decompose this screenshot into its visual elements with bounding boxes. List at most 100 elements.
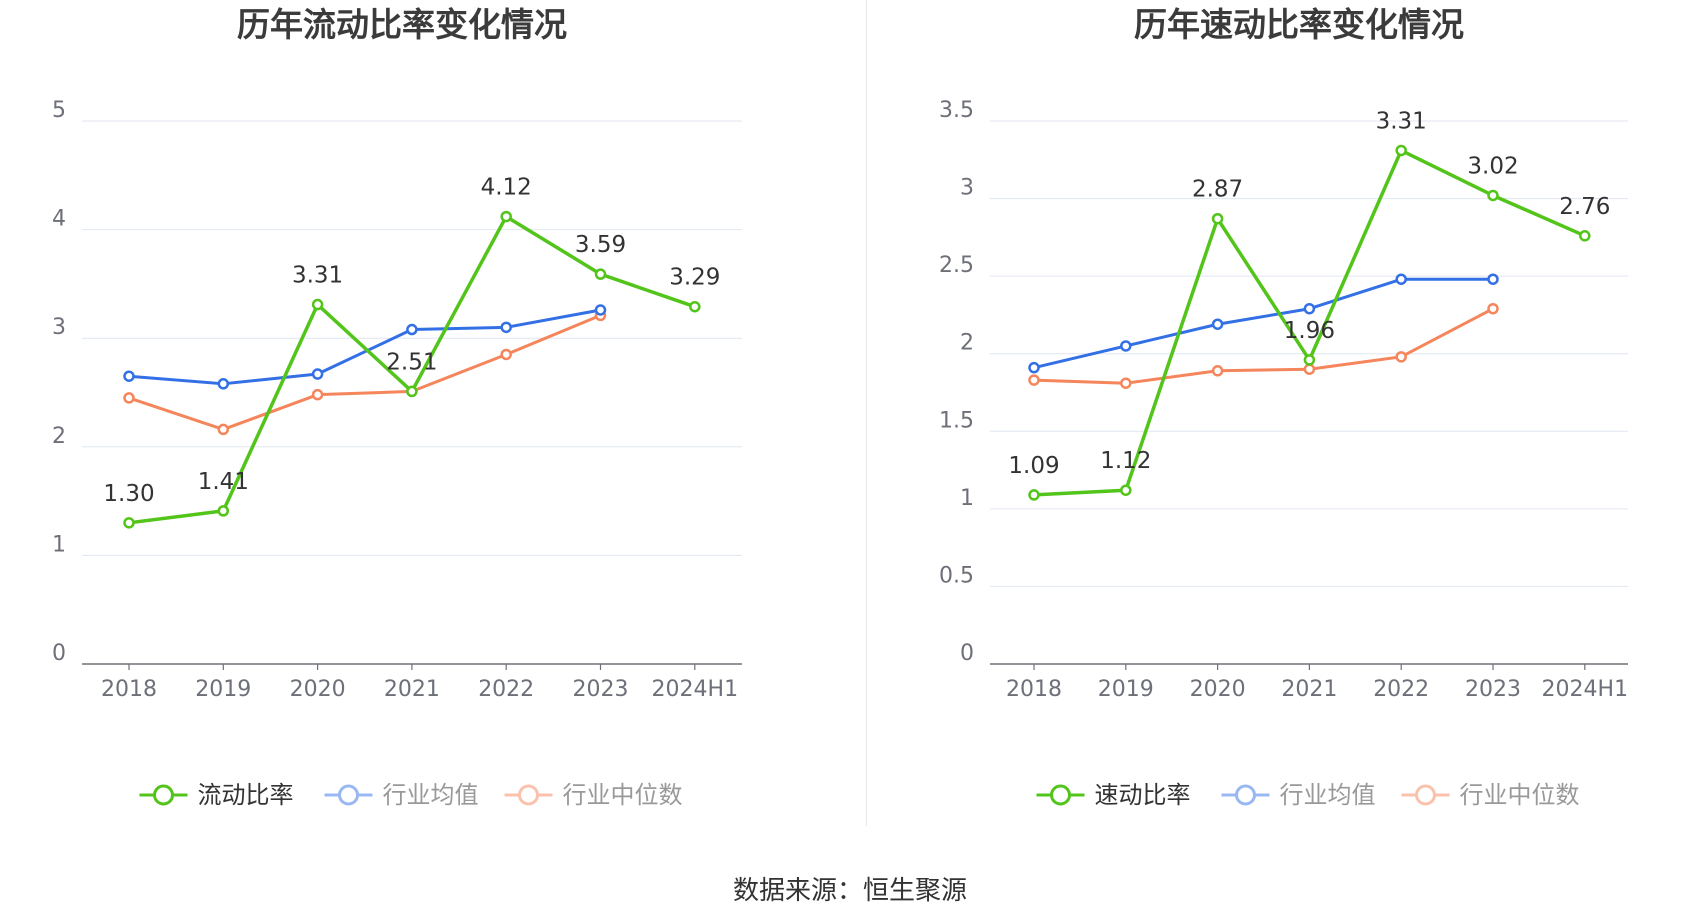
data-point	[1579, 230, 1591, 242]
data-label: 1.41	[198, 469, 249, 495]
data-point	[1303, 302, 1316, 315]
data-point	[1028, 489, 1040, 501]
legend-marker-icon	[153, 784, 174, 806]
data-point	[594, 304, 607, 316]
y-tick-label: 0.5	[939, 563, 974, 588]
data-label: 1.09	[1008, 453, 1059, 479]
legend-item-avg: 行业均值	[324, 781, 479, 809]
x-tick-label: 2021	[1281, 677, 1337, 702]
y-tick-label: 1.5	[939, 408, 974, 433]
data-point	[500, 210, 512, 223]
y-tick-label: 0	[52, 641, 66, 666]
data-label: 4.12	[481, 175, 532, 201]
data-label: 3.31	[1376, 108, 1427, 134]
y-tick-label: 3	[52, 315, 66, 340]
data-point	[311, 388, 324, 401]
data-point	[123, 517, 135, 529]
series-line-avg	[1033, 277, 1493, 370]
legend-marker-icon	[1050, 784, 1071, 806]
data-point	[1487, 273, 1499, 285]
y-tick-label: 5	[52, 98, 66, 123]
y-tick-label: 3	[960, 176, 974, 201]
data-point	[1395, 351, 1407, 363]
legend-marker-icon	[1235, 784, 1256, 806]
quick-ratio-chart-svg: 历年速动比率变化情况 0 0.5 1 1.5 2 2.5 3 3.5 2018 2019 2020 20…	[939, 5, 1629, 809]
data-label: 3.59	[575, 232, 626, 258]
data-label: 1.30	[103, 481, 154, 507]
series-line-median	[1033, 307, 1494, 385]
data-point	[1028, 361, 1040, 374]
y-tick-label: 1	[960, 486, 974, 511]
chart-current-ratio: 历年流动比率变化情况 0 1 2 3 4 5 2018 2019 2020 2021 2022 2023…	[0, 0, 850, 830]
data-point	[1120, 484, 1132, 496]
legend-marker-icon	[1415, 784, 1436, 806]
x-tick-label: 2022	[1373, 677, 1429, 702]
x-tick-label: 2019	[1098, 677, 1154, 702]
data-point	[1211, 212, 1224, 225]
data-point	[1120, 377, 1132, 389]
data-point	[689, 300, 701, 313]
x-tick-label: 2023	[573, 677, 629, 702]
data-point	[406, 385, 418, 398]
legend-label: 流动比率	[198, 781, 294, 809]
data-point	[1211, 365, 1224, 377]
x-tick-label: 2021	[384, 677, 440, 702]
data-point	[594, 268, 607, 280]
data-point	[217, 423, 230, 436]
legend-item-main: 流动比率	[139, 781, 294, 809]
y-tick-label: 2	[52, 424, 66, 449]
data-label: 2.87	[1192, 177, 1243, 203]
legend-item-avg: 行业均值	[1221, 781, 1376, 809]
y-tick-label: 1	[52, 532, 66, 557]
legend-label: 行业均值	[383, 781, 479, 809]
y-tick-label: 3.5	[939, 98, 974, 123]
legend-label: 速动比率	[1095, 781, 1191, 809]
data-label: 3.31	[292, 263, 343, 289]
data-point	[1303, 363, 1316, 375]
data-label: 2.76	[1559, 194, 1610, 220]
x-tick-label: 2018	[101, 677, 157, 702]
data-point	[1028, 374, 1040, 386]
chart-title: 历年速动比率变化情况	[1134, 5, 1464, 44]
x-tick-label: 2023	[1465, 677, 1521, 702]
x-tick-label: 2018	[1006, 677, 1062, 702]
data-point	[1487, 189, 1499, 202]
legend-label: 行业中位数	[563, 781, 683, 809]
legend-item-median: 行业中位数	[504, 781, 683, 809]
y-tick-label: 2.5	[939, 253, 974, 278]
legend-marker-icon	[338, 784, 359, 806]
y-tick-label: 4	[52, 207, 66, 232]
data-point	[1395, 273, 1407, 285]
data-point	[500, 321, 512, 334]
data-point	[1303, 354, 1316, 366]
data-point	[311, 368, 324, 380]
x-tick-label: 2024H1	[1542, 677, 1629, 702]
data-point	[217, 378, 230, 390]
data-label: 1.12	[1100, 448, 1151, 474]
current-ratio-chart-svg: 历年流动比率变化情况 0 1 2 3 4 5 2018 2019 2020 2021 2022 2023…	[52, 5, 742, 809]
data-label: 2.51	[386, 349, 437, 375]
x-tick-label: 2019	[195, 677, 251, 702]
data-point	[1120, 340, 1132, 352]
panel-divider	[866, 0, 867, 826]
data-point	[123, 392, 135, 404]
data-point	[217, 505, 230, 517]
x-tick-label: 2022	[478, 677, 534, 702]
chart-quick-ratio: 历年速动比率变化情况 0 0.5 1 1.5 2 2.5 3 3.5 2018 2019 2020 20…	[850, 0, 1700, 830]
legend-item-main: 速动比率	[1036, 781, 1191, 809]
legend-marker-icon	[518, 784, 539, 806]
series-line-median	[128, 314, 602, 431]
data-point	[500, 348, 512, 361]
data-label: 1.96	[1284, 318, 1335, 344]
legend-item-median: 行业中位数	[1401, 781, 1580, 809]
data-label: 3.29	[669, 265, 720, 291]
data-point	[311, 298, 324, 311]
data-point	[1487, 302, 1499, 315]
legend-label: 行业均值	[1280, 781, 1376, 809]
data-source-note: 数据来源：恒生聚源	[732, 876, 967, 906]
x-tick-label: 2024H1	[652, 677, 739, 702]
chart-title: 历年流动比率变化情况	[237, 5, 567, 44]
y-tick-label: 0	[960, 641, 974, 666]
x-tick-label: 2020	[290, 677, 346, 702]
legend-label: 行业中位数	[1460, 781, 1580, 809]
